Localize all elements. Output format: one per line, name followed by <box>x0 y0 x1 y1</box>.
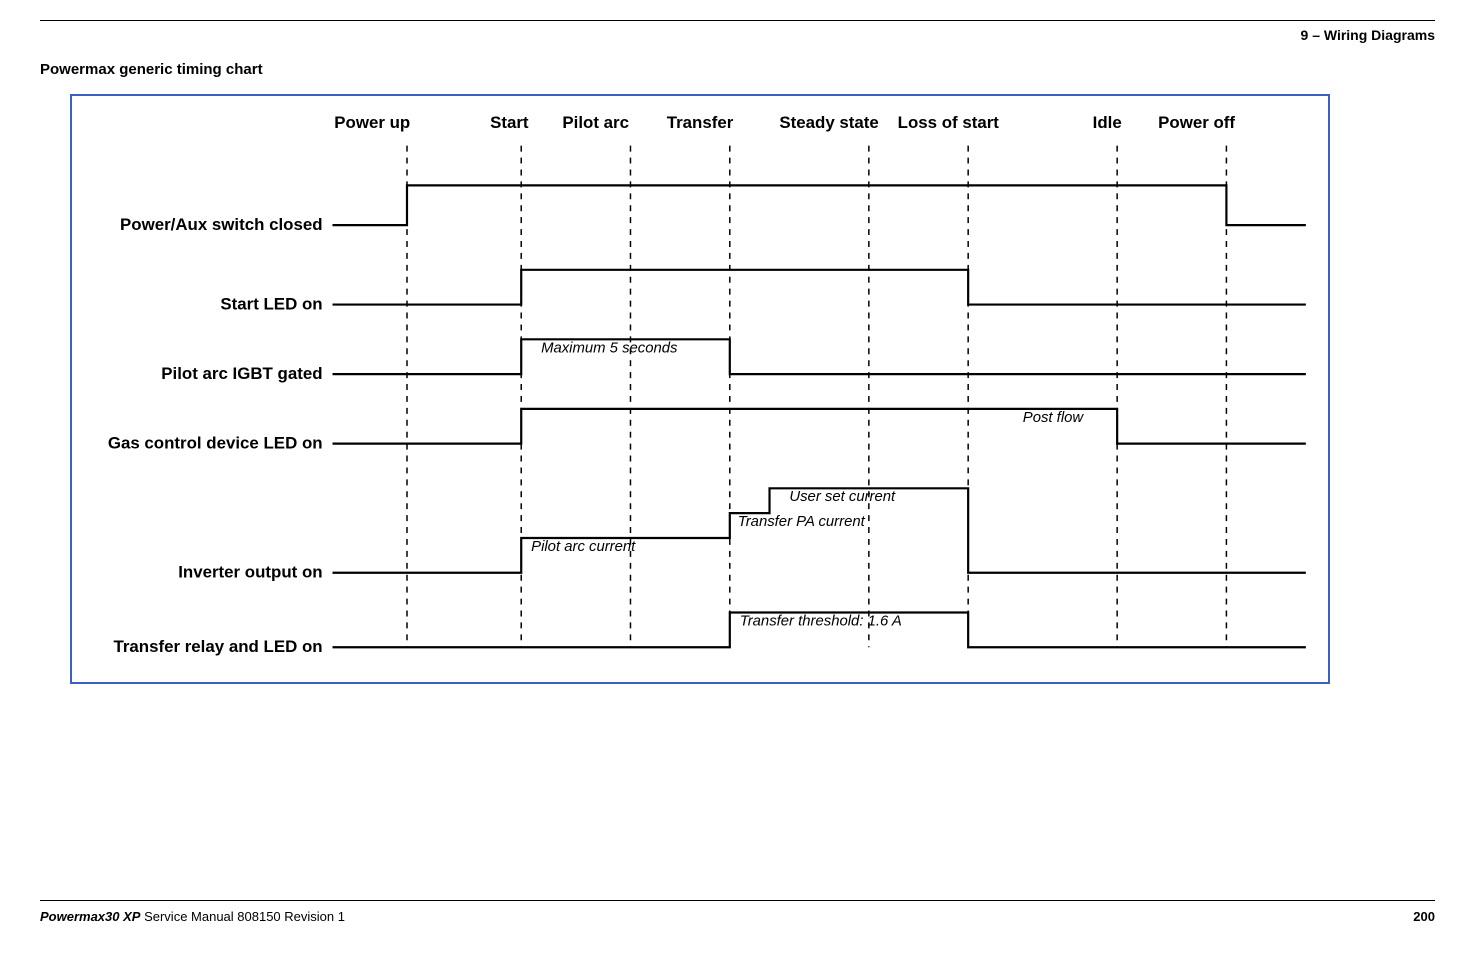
footer-left: Powermax30 XP Service Manual 808150 Revi… <box>40 909 345 924</box>
svg-text:Steady state: Steady state <box>779 113 878 132</box>
svg-text:Start LED on: Start LED on <box>220 295 322 314</box>
page-footer: Powermax30 XP Service Manual 808150 Revi… <box>40 900 1435 924</box>
svg-text:Power off: Power off <box>1158 113 1235 132</box>
svg-text:Post flow: Post flow <box>1023 410 1085 426</box>
timing-chart-svg: Power up Start Pilot arc Transfer Steady sta… <box>72 96 1328 682</box>
svg-text:Maximum 5 seconds: Maximum 5 seconds <box>541 340 678 356</box>
svg-text:Inverter output on: Inverter output on <box>178 563 322 582</box>
svg-text:Gas control device LED on: Gas control device LED on <box>108 434 323 453</box>
timing-chart: Power up Start Pilot arc Transfer Steady sta… <box>70 94 1330 684</box>
svg-text:Power up: Power up <box>334 113 410 132</box>
header-rule <box>40 20 1435 21</box>
svg-text:Transfer relay and LED on: Transfer relay and LED on <box>113 637 322 656</box>
footer-manual: Service Manual 808150 Revision 1 <box>144 909 345 924</box>
svg-text:Idle: Idle <box>1093 113 1122 132</box>
footer-page: 200 <box>1413 909 1435 924</box>
svg-text:Transfer threshold: 1.6 A: Transfer threshold: 1.6 A <box>740 613 902 629</box>
svg-text:Start: Start <box>490 113 529 132</box>
svg-text:User set current: User set current <box>789 489 896 505</box>
svg-text:Pilot arc IGBT gated: Pilot arc IGBT gated <box>161 364 322 383</box>
svg-text:Loss of start: Loss of start <box>898 113 1000 132</box>
svg-text:Pilot arc current: Pilot arc current <box>531 539 636 555</box>
footer-product: Powermax30 XP <box>40 909 140 924</box>
svg-text:Power/Aux switch closed: Power/Aux switch closed <box>120 215 323 234</box>
svg-text:Transfer: Transfer <box>667 113 734 132</box>
section-label: 9 – Wiring Diagrams <box>40 27 1435 43</box>
svg-text:Transfer PA current: Transfer PA current <box>738 514 866 530</box>
svg-text:Pilot arc: Pilot arc <box>562 113 629 132</box>
chart-title: Powermax generic timing chart <box>40 61 1435 78</box>
